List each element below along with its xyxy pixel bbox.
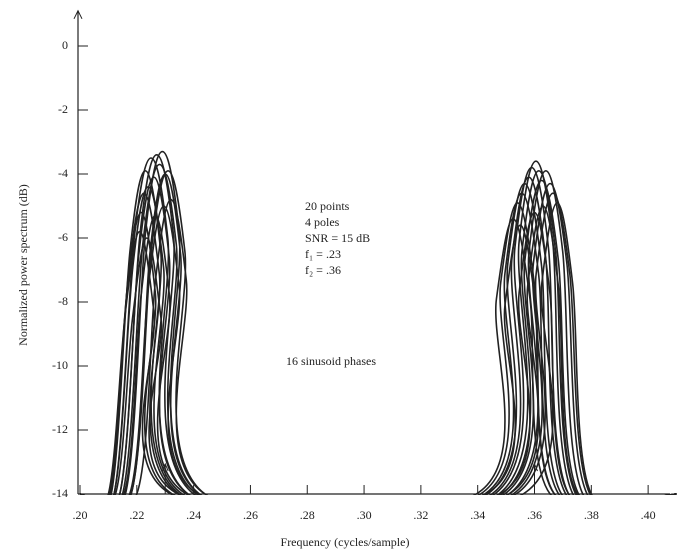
frequency-arrow: [531, 462, 538, 494]
x-tick-label: .40: [641, 508, 656, 522]
spectrum-line: [79, 154, 677, 495]
spectrum-line: [79, 182, 677, 495]
spectrum-line: [79, 205, 677, 495]
x-tick-label: .26: [243, 508, 258, 522]
y-tick-label: -12: [52, 422, 68, 436]
y-tick-label: -10: [52, 358, 68, 372]
axis-arrow: [73, 9, 83, 20]
y-tick-label: -6: [58, 230, 68, 244]
x-tick-label: .36: [527, 508, 542, 522]
x-tick-label: .22: [129, 508, 144, 522]
x-tick-label: .34: [470, 508, 485, 522]
spectrum-line: [79, 224, 677, 495]
x-tick-label: .20: [73, 508, 88, 522]
y-tick-label: -14: [52, 486, 68, 500]
y-tick-label: -8: [58, 294, 68, 308]
spectrum-line: [79, 192, 677, 495]
annotation-note: 16 sinusoid phases: [286, 354, 376, 368]
annotation: f₂ = .36: [305, 263, 341, 277]
x-tick-label: .30: [357, 508, 372, 522]
x-tick-label: .38: [584, 508, 599, 522]
annotation: 4 poles: [305, 215, 340, 229]
spectrum-line: [79, 202, 677, 495]
y-axis-label: Normalized power spectrum (dB): [16, 184, 30, 346]
spectrum-line: [79, 170, 677, 495]
spectrum-line: [79, 150, 677, 495]
frequency-arrow: [161, 462, 169, 494]
y-tick-label: -2: [58, 102, 68, 116]
y-tick-label: 0: [62, 38, 68, 52]
spectrum-line: [79, 170, 677, 495]
x-tick-label: .28: [300, 508, 315, 522]
annotation: f₁ = .23: [305, 247, 341, 261]
x-tick-label: .32: [413, 508, 428, 522]
plot-area: [79, 150, 677, 495]
x-tick-label: .24: [186, 508, 201, 522]
x-axis-label: Frequency (cycles/sample): [281, 535, 410, 549]
spectrum-line: [79, 211, 677, 495]
annotation: SNR = 15 dB: [305, 231, 370, 245]
annotation: 20 points: [305, 199, 350, 213]
y-tick-label: -4: [58, 166, 68, 180]
